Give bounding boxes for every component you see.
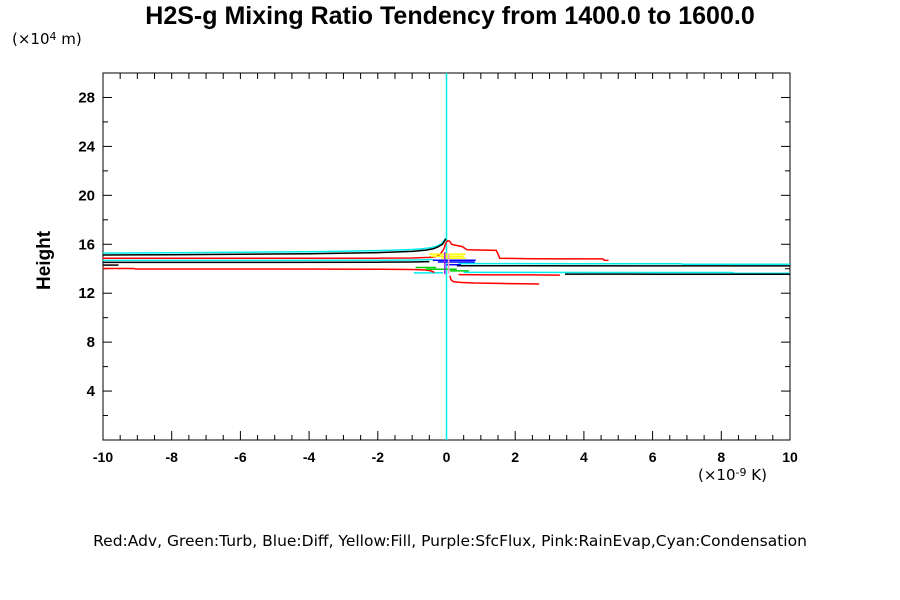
series-condensation-right-low xyxy=(463,271,790,275)
series-black-mid-left xyxy=(103,260,430,264)
series-adv-red-left-low xyxy=(103,267,435,274)
y-tick-label: 4 xyxy=(87,383,96,400)
x-tick-label: -6 xyxy=(234,449,247,465)
series-condensation-mid-left xyxy=(103,258,433,262)
x-axis-unit-label: (×10-9 K) xyxy=(698,466,767,484)
series-adv-red-right-low xyxy=(458,273,560,276)
series-diff-blue-2 xyxy=(437,261,476,264)
y-tick-label: 20 xyxy=(78,187,95,204)
series-adv-red-upper-spike xyxy=(103,239,609,262)
y-tick-label: 16 xyxy=(78,236,95,253)
y-tick-label: 28 xyxy=(78,89,95,106)
x-tick-label: 6 xyxy=(649,449,657,465)
x-tick-label: 4 xyxy=(580,449,588,465)
y-axis-unit-label: (×104 m) xyxy=(12,30,82,48)
series-condensation-upper xyxy=(102,237,447,254)
y-tick-label: 12 xyxy=(78,285,95,302)
series-condensation-right-mid xyxy=(458,262,790,266)
x-tick-label: -10 xyxy=(93,449,113,465)
plot-title: H2S-g Mixing Ratio Tendency from 1400.0 … xyxy=(145,2,755,30)
x-tick-label: 2 xyxy=(511,449,519,465)
x-tick-label: 8 xyxy=(717,449,725,465)
x-tick-label: -4 xyxy=(303,449,316,465)
x-tick-label: 0 xyxy=(443,449,451,465)
y-tick-label: 24 xyxy=(78,138,95,155)
series-adv-red-dip xyxy=(449,275,540,285)
x-tick-label: -2 xyxy=(372,449,385,465)
series-diff-black-upper xyxy=(102,238,447,256)
legend-caption: Red:Adv, Green:Turb, Blue:Diff, Yellow:F… xyxy=(93,532,807,550)
x-tick-label: 10 xyxy=(782,449,798,465)
x-tick-label: -8 xyxy=(165,449,178,465)
y-tick-label: 8 xyxy=(87,334,95,351)
